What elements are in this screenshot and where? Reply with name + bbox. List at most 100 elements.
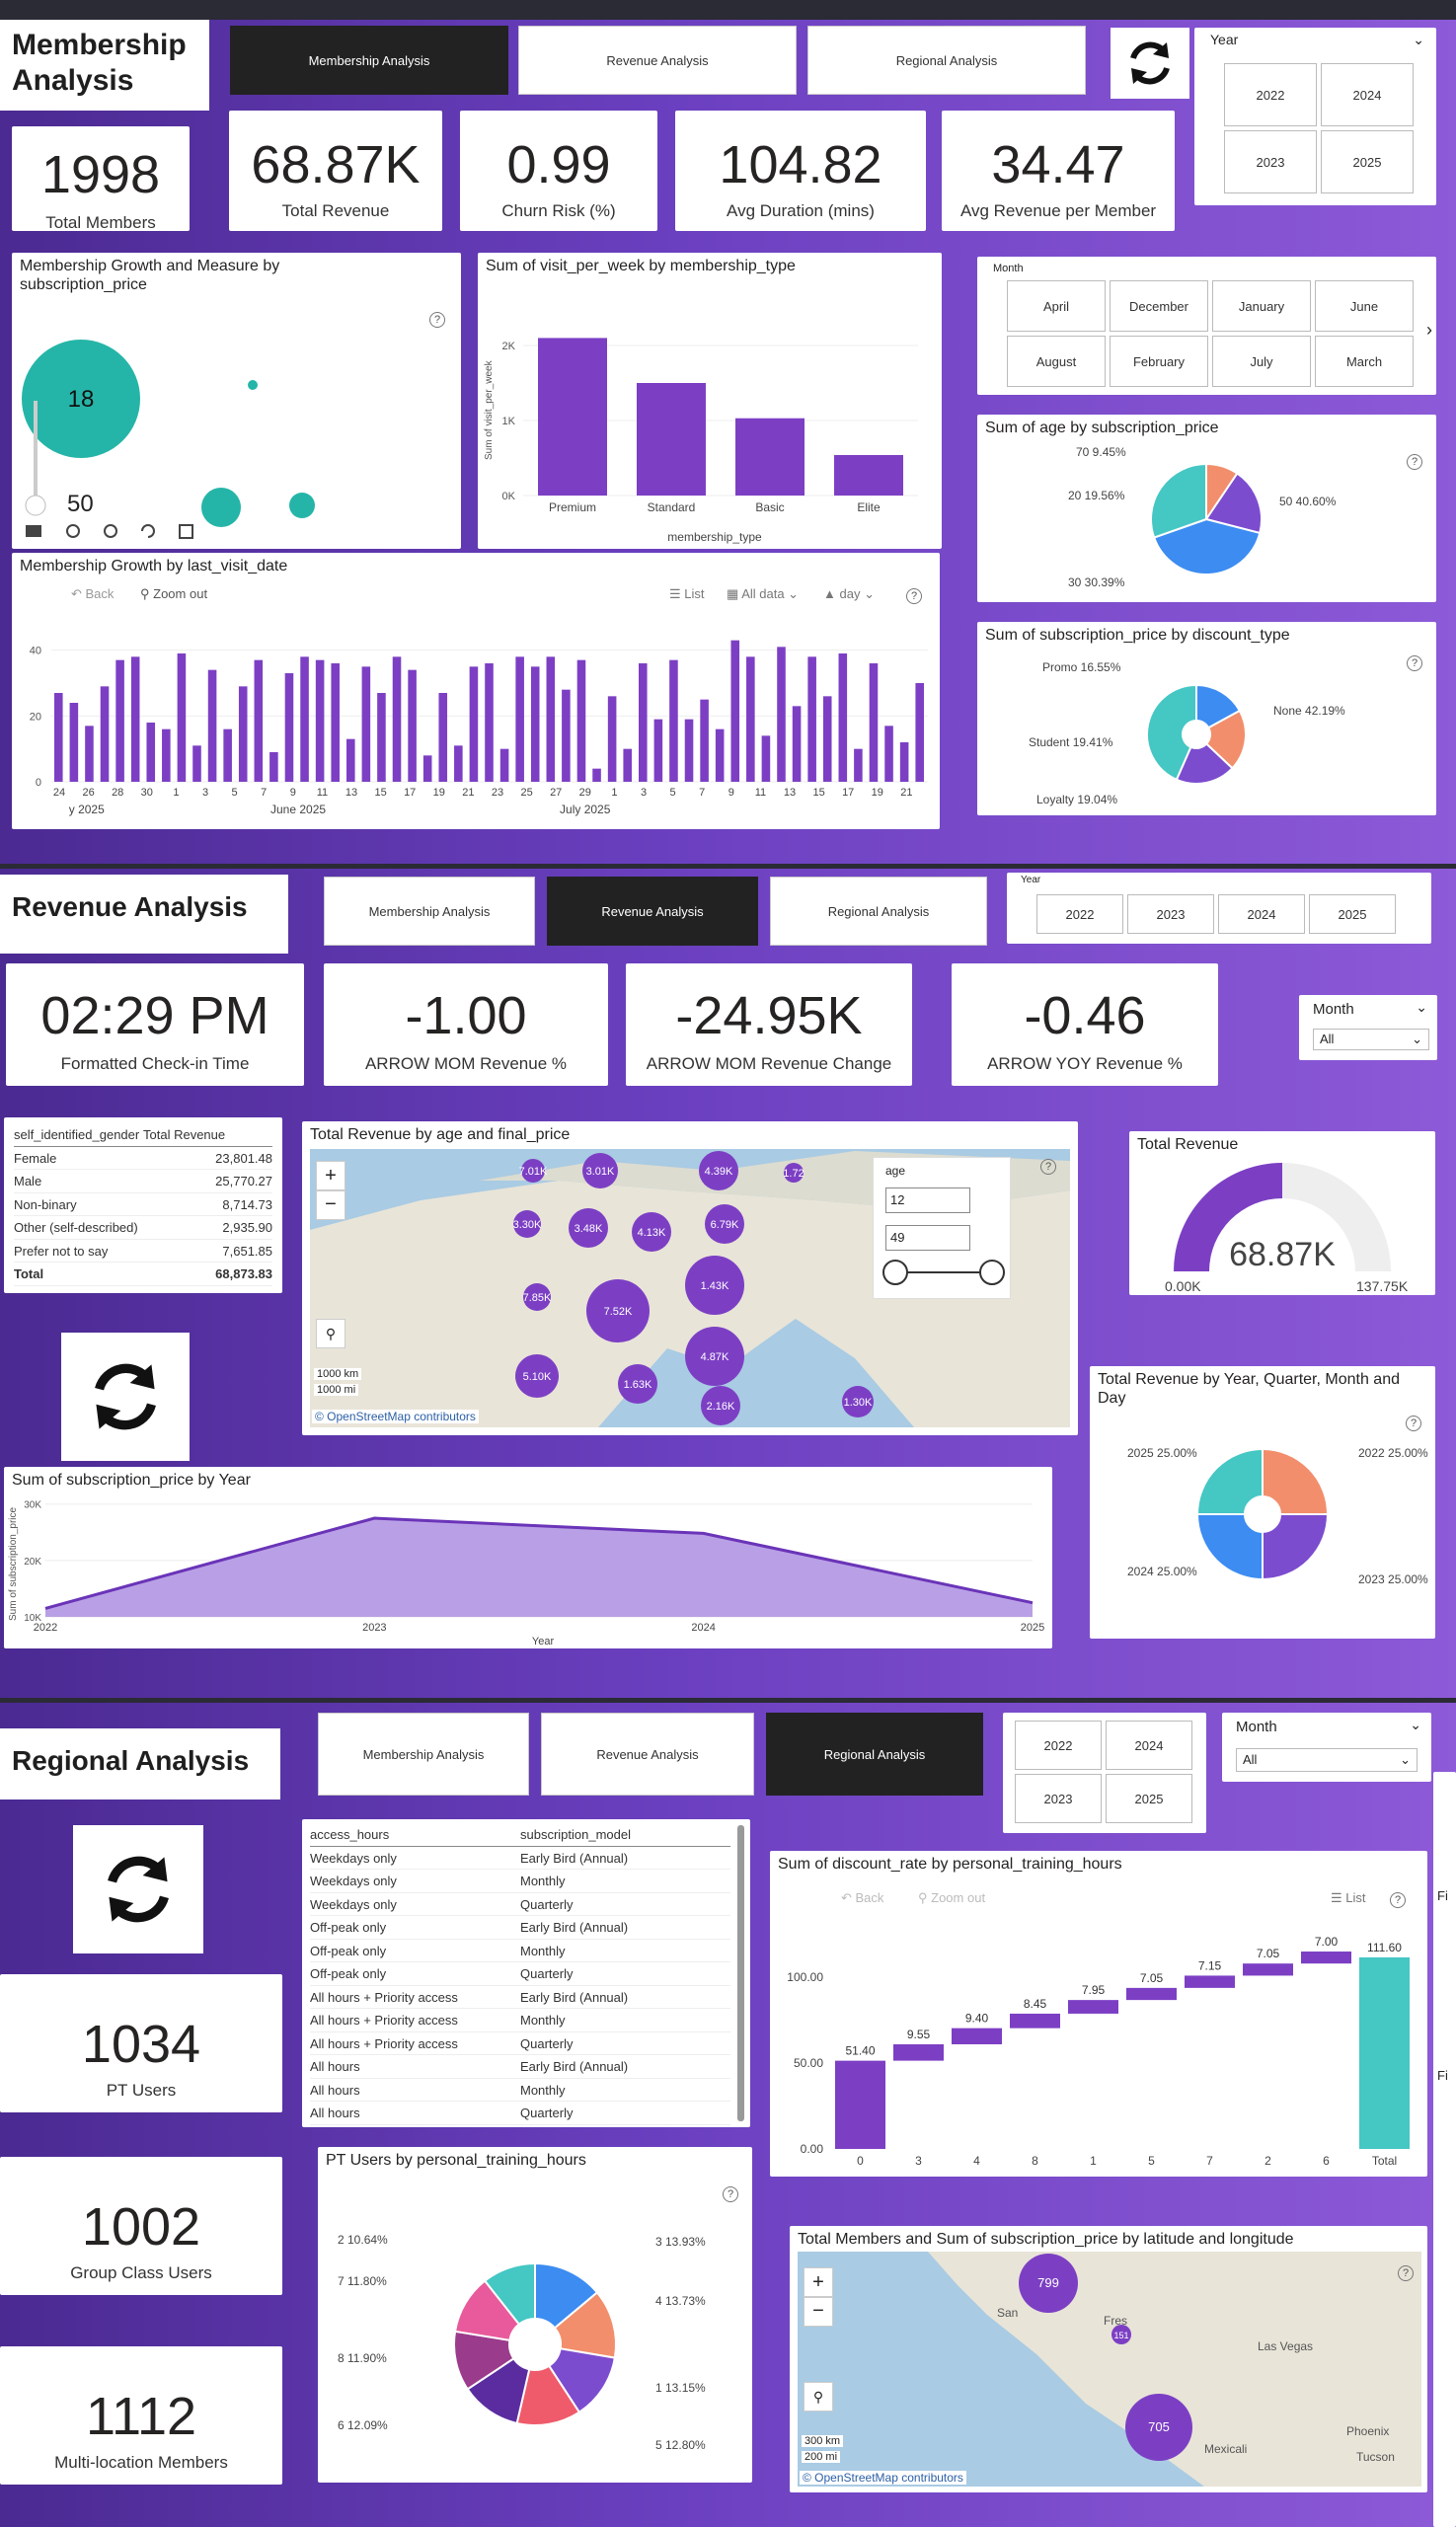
- age-range-handle[interactable]: [882, 1260, 908, 1285]
- table-row[interactable]: Weekdays only Quarterly: [310, 1893, 730, 1916]
- list-button[interactable]: ☰ List: [669, 586, 705, 601]
- location-button[interactable]: ⚲: [316, 1319, 345, 1348]
- undo-icon[interactable]: [141, 524, 155, 538]
- table-row[interactable]: Off-peak only Monthly: [310, 1940, 730, 1962]
- bar[interactable]: [807, 656, 816, 782]
- column-header[interactable]: Total Revenue: [143, 1127, 226, 1142]
- pie-slice[interactable]: [1204, 709, 1247, 770]
- table-row[interactable]: All hours Monthly: [310, 2079, 730, 2102]
- bar[interactable]: [576, 659, 586, 782]
- back-button[interactable]: ↶ Back: [841, 1890, 884, 1905]
- refresh-button[interactable]: [73, 1825, 203, 1953]
- help-icon[interactable]: ?: [1406, 1416, 1421, 1431]
- play-axis-handle[interactable]: [25, 495, 46, 516]
- month-option[interactable]: March: [1315, 336, 1414, 387]
- age-range-handle[interactable]: [979, 1260, 1005, 1285]
- zoom-out-map-button[interactable]: −: [316, 1190, 345, 1220]
- year-option[interactable]: 2025: [1321, 130, 1414, 193]
- help-icon[interactable]: ?: [1040, 1159, 1056, 1175]
- map-bubble[interactable]: [586, 1279, 650, 1342]
- pie-slice[interactable]: [1204, 472, 1263, 535]
- map-bubble[interactable]: [784, 1163, 804, 1183]
- waterfall-bar[interactable]: [1126, 1987, 1177, 2001]
- refresh-button[interactable]: [61, 1333, 190, 1461]
- month-option[interactable]: December: [1110, 280, 1208, 332]
- map-bubble[interactable]: [513, 1210, 541, 1238]
- bar[interactable]: [485, 663, 494, 782]
- area-line[interactable]: [44, 1516, 1034, 1610]
- side-filter-pane[interactable]: Fi Fi: [1433, 1772, 1456, 2527]
- day-dropdown[interactable]: ▲ day ⌄: [823, 586, 875, 601]
- bar[interactable]: [822, 696, 832, 782]
- month-option[interactable]: January: [1212, 280, 1311, 332]
- month-option[interactable]: July: [1212, 336, 1311, 387]
- bar[interactable]: [838, 653, 848, 782]
- year-option[interactable]: 2025: [1106, 1774, 1192, 1823]
- age-min-input[interactable]: 12: [885, 1187, 970, 1213]
- help-icon[interactable]: ?: [723, 2186, 738, 2202]
- table-row[interactable]: All hours + Priority access Early Bird (A…: [310, 1986, 730, 2009]
- map-bubble[interactable]: [515, 1354, 559, 1398]
- bar[interactable]: [562, 689, 571, 782]
- bar[interactable]: [777, 647, 786, 782]
- bar[interactable]: [515, 656, 524, 782]
- table-row[interactable]: All hours Early Bird (Annual): [310, 2055, 730, 2079]
- pie-slice[interactable]: [483, 2261, 536, 2326]
- table-row[interactable]: All hours Quarterly: [310, 2102, 730, 2125]
- waterfall-bar[interactable]: [1359, 1956, 1410, 2149]
- help-icon[interactable]: ?: [429, 312, 445, 328]
- help-icon[interactable]: ?: [1407, 454, 1422, 470]
- column-header[interactable]: subscription_model: [520, 1827, 632, 1842]
- month-option[interactable]: February: [1110, 336, 1208, 387]
- bar[interactable]: [54, 693, 63, 782]
- map-bubble[interactable]: [569, 1208, 608, 1248]
- tab-membership-analysis[interactable]: Membership Analysis: [230, 26, 508, 95]
- table-row[interactable]: Weekdays only Early Bird (Annual): [310, 1847, 730, 1870]
- waterfall-bar[interactable]: [1068, 2000, 1118, 2014]
- map-bubble[interactable]: [523, 1283, 551, 1311]
- pie-slice[interactable]: [1195, 1447, 1264, 1515]
- help-icon[interactable]: ?: [906, 588, 922, 604]
- map-bubble[interactable]: [701, 1386, 740, 1425]
- bar[interactable]: [238, 686, 248, 782]
- bar[interactable]: [899, 742, 909, 782]
- map-bubble[interactable]: [705, 1204, 744, 1244]
- bar[interactable]: [884, 726, 893, 782]
- bar[interactable]: [746, 656, 755, 782]
- bar[interactable]: [538, 338, 607, 496]
- bar[interactable]: [715, 728, 725, 782]
- table-row[interactable]: All hours + Priority access Monthly: [310, 2009, 730, 2032]
- month-option[interactable]: June: [1315, 280, 1414, 332]
- pie-slice[interactable]: [1146, 683, 1197, 782]
- year-option[interactable]: 2025: [1309, 894, 1396, 934]
- table-row[interactable]: Female 23,801.48: [14, 1147, 272, 1170]
- bar[interactable]: [100, 686, 110, 782]
- chevron-down-icon[interactable]: ⌄: [1413, 32, 1424, 47]
- bar[interactable]: [499, 748, 509, 782]
- pie-slice[interactable]: [1195, 1513, 1264, 1581]
- chevron-down-icon[interactable]: ⌄: [1410, 1717, 1421, 1732]
- bar[interactable]: [700, 699, 709, 782]
- bar[interactable]: [653, 719, 663, 782]
- bar[interactable]: [592, 768, 601, 782]
- all-data-button[interactable]: ▦ All data ⌄: [727, 586, 800, 601]
- waterfall-bar[interactable]: [1301, 1952, 1351, 1964]
- bar[interactable]: [69, 703, 79, 782]
- bar[interactable]: [623, 748, 632, 782]
- tab-revenue-analysis[interactable]: Revenue Analysis: [541, 1713, 754, 1796]
- bar[interactable]: [730, 640, 740, 782]
- year-option[interactable]: 2022: [1015, 1721, 1102, 1770]
- loop-icon[interactable]: [66, 524, 80, 538]
- waterfall-bar[interactable]: [1243, 1963, 1293, 1976]
- bubble-large[interactable]: [22, 340, 140, 458]
- bar[interactable]: [85, 726, 94, 782]
- save-icon[interactable]: [179, 524, 193, 539]
- tab-regional-analysis[interactable]: Regional Analysis: [770, 877, 987, 946]
- pie-slice[interactable]: [1175, 742, 1234, 785]
- year-option[interactable]: 2024: [1218, 894, 1305, 934]
- bar[interactable]: [269, 752, 278, 782]
- waterfall-bar[interactable]: [1010, 2013, 1060, 2029]
- month-dropdown[interactable]: All ⌄: [1236, 1748, 1418, 1772]
- bar[interactable]: [792, 706, 802, 782]
- map-bubble[interactable]: [685, 1327, 744, 1386]
